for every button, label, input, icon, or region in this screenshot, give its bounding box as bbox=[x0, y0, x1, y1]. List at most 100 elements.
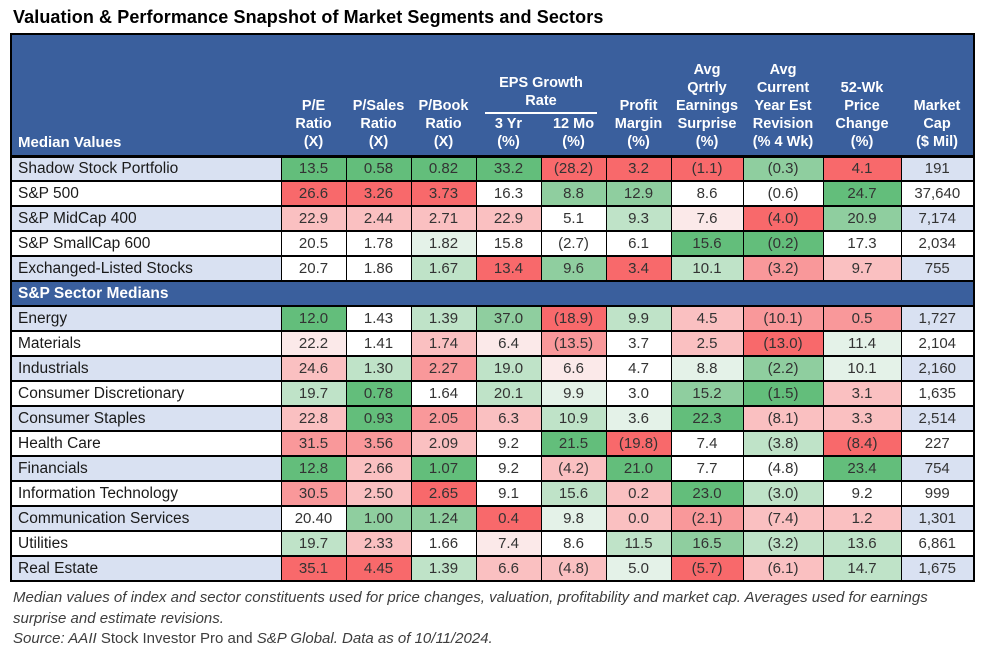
value-cell-eps12: 9.9 bbox=[540, 380, 607, 407]
value-cell-ps: 1.00 bbox=[345, 505, 412, 532]
header-row: Median Values P/E Ratio (X) P/Sales Ratio (X) P… bbox=[11, 34, 975, 158]
value-cell-surprise: 8.8 bbox=[670, 355, 744, 382]
header-surprise: Avg Qrtrly Earnings Surprise (%) bbox=[671, 34, 744, 158]
value-cell-revision: (1.5) bbox=[742, 380, 824, 407]
value-cell-mktcap: 7,174 bbox=[900, 205, 975, 232]
value-cell-mktcap: 1,635 bbox=[900, 380, 975, 407]
value-cell-pm: (19.8) bbox=[605, 430, 672, 457]
value-cell-ps: 1.43 bbox=[345, 305, 412, 332]
value-cell-revision: (2.2) bbox=[742, 355, 824, 382]
row-label: Consumer Discretionary bbox=[10, 380, 282, 407]
source-line: Source: AAII Stock Investor Pro and S&P … bbox=[13, 629, 965, 650]
value-cell-revision: (6.1) bbox=[742, 555, 824, 582]
value-cell-pm: 6.1 bbox=[605, 230, 672, 257]
value-cell-mktcap: 2,514 bbox=[900, 405, 975, 432]
value-cell-mktcap: 6,861 bbox=[900, 530, 975, 557]
value-cell-eps3: 33.2 bbox=[475, 155, 542, 182]
value-cell-surprise: 22.3 bbox=[670, 405, 744, 432]
header-median-values: Median Values bbox=[11, 34, 281, 158]
value-cell-pm: 3.4 bbox=[605, 255, 672, 282]
value-cell-wk52: 14.7 bbox=[822, 555, 902, 582]
value-cell-eps12: 9.6 bbox=[540, 255, 607, 282]
value-cell-pb: 1.74 bbox=[410, 330, 477, 357]
row-label: Communication Services bbox=[10, 505, 282, 532]
value-cell-revision: (0.3) bbox=[742, 155, 824, 182]
value-cell-wk52: 3.1 bbox=[822, 380, 902, 407]
value-cell-mktcap: 2,034 bbox=[900, 230, 975, 257]
row-label: Real Estate bbox=[10, 555, 282, 582]
value-cell-pe: 26.6 bbox=[280, 180, 347, 207]
row-label: Materials bbox=[10, 330, 282, 357]
value-cell-pe: 31.5 bbox=[280, 430, 347, 457]
value-cell-wk52: 9.7 bbox=[822, 255, 902, 282]
table-row: Communication Services 20.40 1.00 1.24 0.4 9.… bbox=[10, 505, 975, 532]
value-cell-pe: 12.0 bbox=[280, 305, 347, 332]
value-cell-pb: 1.39 bbox=[410, 305, 477, 332]
value-cell-pm: 21.0 bbox=[605, 455, 672, 482]
value-cell-ps: 2.50 bbox=[345, 480, 412, 507]
table-row: Materials 22.2 1.41 1.74 6.4 (13.5) 3.7 2.5 (13.… bbox=[10, 330, 975, 357]
value-cell-revision: (3.8) bbox=[742, 430, 824, 457]
value-cell-ps: 4.45 bbox=[345, 555, 412, 582]
section-header-label: S&P Sector Medians bbox=[10, 280, 975, 307]
value-cell-mktcap: 1,727 bbox=[900, 305, 975, 332]
value-cell-eps12: 8.8 bbox=[540, 180, 607, 207]
section-header-row: S&P Sector Medians bbox=[10, 280, 975, 307]
value-cell-pb: 3.73 bbox=[410, 180, 477, 207]
row-label: Utilities bbox=[10, 530, 282, 557]
row-label: Health Care bbox=[10, 430, 282, 457]
value-cell-revision: (8.1) bbox=[742, 405, 824, 432]
table-row: S&P SmallCap 600 20.5 1.78 1.82 15.8 (2.7) 6.1… bbox=[10, 230, 975, 257]
value-cell-pb: 1.67 bbox=[410, 255, 477, 282]
value-cell-mktcap: 1,675 bbox=[900, 555, 975, 582]
value-cell-pm: 12.9 bbox=[605, 180, 672, 207]
value-cell-pe: 20.5 bbox=[280, 230, 347, 257]
header-wk52: 52-Wk Price Change (%) bbox=[823, 34, 902, 158]
value-cell-pm: 3.7 bbox=[605, 330, 672, 357]
value-cell-eps3: 15.8 bbox=[475, 230, 542, 257]
row-label: Financials bbox=[10, 455, 282, 482]
value-cell-pe: 12.8 bbox=[280, 455, 347, 482]
value-cell-pe: 22.9 bbox=[280, 205, 347, 232]
row-label: Industrials bbox=[10, 355, 282, 382]
value-cell-wk52: 3.3 bbox=[822, 405, 902, 432]
value-cell-ps: 1.86 bbox=[345, 255, 412, 282]
value-cell-pe: 19.7 bbox=[280, 530, 347, 557]
value-cell-wk52: 9.2 bbox=[822, 480, 902, 507]
page-title: Valuation & Performance Snapshot of Mark… bbox=[13, 7, 604, 27]
header-pe: P/E Ratio (X) bbox=[281, 34, 346, 158]
row-label: S&P MidCap 400 bbox=[10, 205, 282, 232]
value-cell-eps3: 6.6 bbox=[475, 555, 542, 582]
value-cell-revision: (4.8) bbox=[742, 455, 824, 482]
value-cell-wk52: 24.7 bbox=[822, 180, 902, 207]
value-cell-mktcap: 1,301 bbox=[900, 505, 975, 532]
value-cell-eps3: 16.3 bbox=[475, 180, 542, 207]
table-row: Financials 12.8 2.66 1.07 9.2 (4.2) 21.0 7.7 (4.… bbox=[10, 455, 975, 482]
value-cell-mktcap: 999 bbox=[900, 480, 975, 507]
table-row: Energy 12.0 1.43 1.39 37.0 (18.9) 9.9 4.5 (10.1)… bbox=[10, 305, 975, 332]
value-cell-pb: 1.07 bbox=[410, 455, 477, 482]
row-label: Shadow Stock Portfolio bbox=[10, 155, 282, 182]
footnote: Median values of index and sector consti… bbox=[13, 588, 965, 650]
value-cell-ps: 1.78 bbox=[345, 230, 412, 257]
value-cell-ps: 0.78 bbox=[345, 380, 412, 407]
value-cell-pb: 1.39 bbox=[410, 555, 477, 582]
value-cell-ps: 2.33 bbox=[345, 530, 412, 557]
value-cell-pb: 2.71 bbox=[410, 205, 477, 232]
table-row: S&P 500 26.6 3.26 3.73 16.3 8.8 12.9 8.6 (0.6) 24… bbox=[10, 180, 975, 207]
value-cell-surprise: 10.1 bbox=[670, 255, 744, 282]
value-cell-mktcap: 2,104 bbox=[900, 330, 975, 357]
value-cell-revision: (10.1) bbox=[742, 305, 824, 332]
value-cell-eps12: 5.1 bbox=[540, 205, 607, 232]
value-cell-pm: 9.9 bbox=[605, 305, 672, 332]
value-cell-eps3: 0.4 bbox=[475, 505, 542, 532]
value-cell-wk52: 11.4 bbox=[822, 330, 902, 357]
row-label: Information Technology bbox=[10, 480, 282, 507]
value-cell-mktcap: 755 bbox=[900, 255, 975, 282]
value-cell-eps12: (13.5) bbox=[540, 330, 607, 357]
value-cell-pb: 2.65 bbox=[410, 480, 477, 507]
value-cell-revision: (4.0) bbox=[742, 205, 824, 232]
value-cell-wk52: 20.9 bbox=[822, 205, 902, 232]
header-eps3: 3 Yr (%) bbox=[494, 115, 523, 150]
